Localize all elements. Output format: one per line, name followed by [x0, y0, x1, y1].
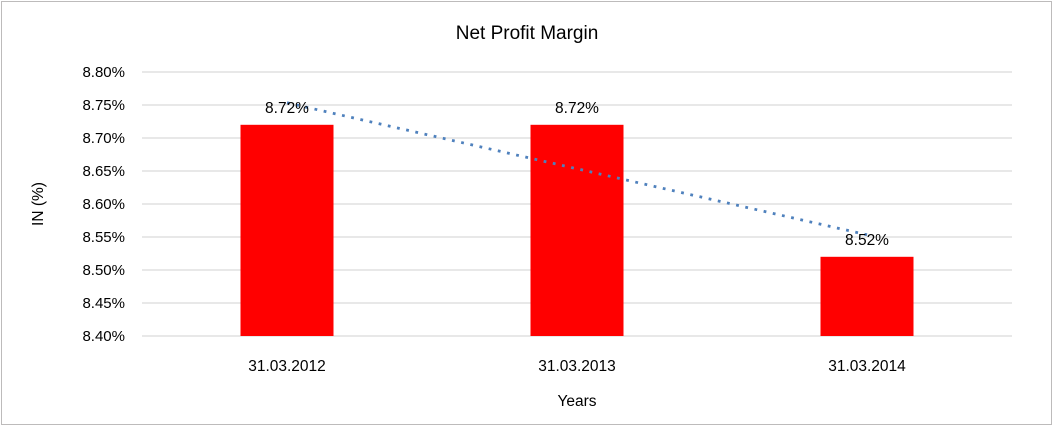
- x-axis-category-label: 31.03.2014: [828, 358, 906, 375]
- y-axis-tick-label: 8.45%: [82, 295, 125, 312]
- y-axis-tick-label: 8.40%: [82, 328, 125, 345]
- x-axis-category-label: 31.03.2012: [248, 358, 326, 375]
- y-axis-tick-label: 8.50%: [82, 262, 125, 279]
- y-axis-tick-label: 8.60%: [82, 196, 125, 213]
- y-axis-tick-label: 8.75%: [82, 97, 125, 114]
- chart-title: Net Profit Margin: [456, 23, 599, 44]
- y-axis-tick-label: 8.55%: [82, 229, 125, 246]
- y-axis-tick-label: 8.80%: [82, 64, 125, 81]
- bar: [240, 124, 334, 336]
- bar: [820, 256, 914, 336]
- y-axis-title: IN (%): [30, 182, 47, 226]
- x-axis-category-label: 31.03.2013: [538, 358, 616, 375]
- bar-data-label: 8.72%: [555, 100, 599, 117]
- bar-data-label: 8.52%: [845, 232, 889, 249]
- bar: [530, 124, 624, 336]
- y-axis-tick-label: 8.70%: [82, 130, 125, 147]
- y-axis-tick-label: 8.65%: [82, 163, 125, 180]
- x-axis-title: Years: [557, 393, 596, 410]
- bar-data-label: 8.72%: [265, 100, 309, 117]
